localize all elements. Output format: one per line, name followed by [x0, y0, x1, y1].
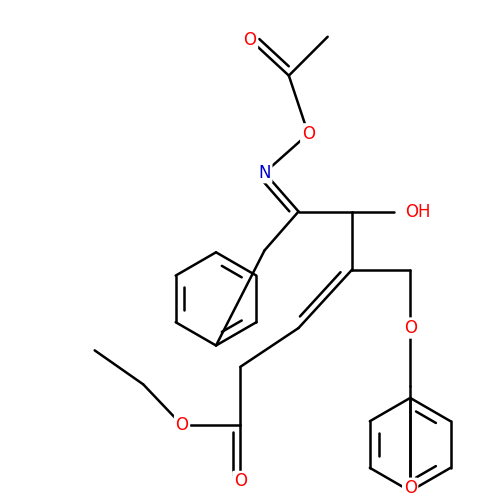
Text: O: O	[244, 30, 256, 48]
Text: O: O	[404, 319, 416, 337]
Text: O: O	[176, 416, 188, 434]
Text: O: O	[302, 125, 315, 143]
Text: O: O	[404, 479, 416, 497]
Text: O: O	[234, 472, 247, 490]
Text: OH: OH	[406, 202, 431, 220]
Text: N: N	[258, 164, 271, 182]
